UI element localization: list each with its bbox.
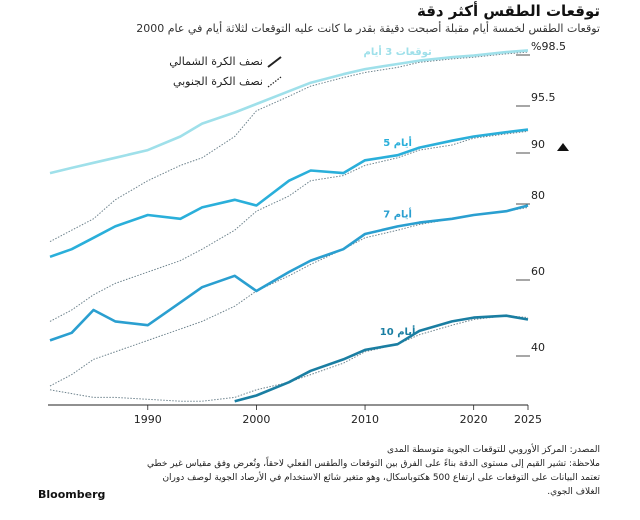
y-tick-label: 90 xyxy=(531,138,545,151)
series-line xyxy=(49,49,529,175)
y-tick-label: 60 xyxy=(531,265,545,278)
legend-label: نصف الكرة الشمالي xyxy=(169,55,263,68)
x-tick-label: 2020 xyxy=(460,413,488,426)
y-tick-label: %98.5 xyxy=(531,40,566,53)
series-line xyxy=(234,314,529,403)
series-label: 7 أيام xyxy=(383,207,412,220)
chart-title: توقعات الطقس أكثر دقة xyxy=(416,2,600,20)
marker-triangle xyxy=(557,143,569,151)
series-label: توقعات 3 أيام xyxy=(364,45,432,58)
x-tick-label: 2025 xyxy=(514,413,542,426)
note: تعتمد البيانات على التوقعات على ارتفاع 5… xyxy=(162,473,600,483)
legend-label: نصف الكرة الجنوبي xyxy=(173,75,263,88)
series-line xyxy=(49,315,529,402)
series-line xyxy=(49,130,529,322)
x-tick-label: 2010 xyxy=(351,413,379,426)
series-line xyxy=(49,128,529,259)
legend-swatch xyxy=(267,56,282,68)
series-line xyxy=(49,51,529,243)
note: ملاحظة: تشير القيم إلى مستوى الدقة بناءً… xyxy=(147,459,600,469)
y-tick-label: 95.5 xyxy=(531,91,556,104)
note: الغلاف الجوي. xyxy=(547,487,600,497)
series-label: 5 أيام xyxy=(383,136,412,149)
series-line xyxy=(49,204,529,342)
x-tick-label: 2000 xyxy=(242,413,270,426)
x-tick-label: 1990 xyxy=(134,413,162,426)
y-tick-label: 40 xyxy=(531,341,545,354)
legend-swatch xyxy=(267,76,282,88)
source: المصدر: المركز الأوروبي للتوقعات الجوية … xyxy=(387,445,600,455)
brand: Bloomberg xyxy=(38,488,106,501)
series-line xyxy=(49,206,529,387)
y-tick-label: 80 xyxy=(531,189,545,202)
series-label: 10 أيام xyxy=(380,325,416,338)
chart-subtitle: توقعات الطقس لخمسة أيام مقبلة أصبحت دقيق… xyxy=(136,22,600,35)
